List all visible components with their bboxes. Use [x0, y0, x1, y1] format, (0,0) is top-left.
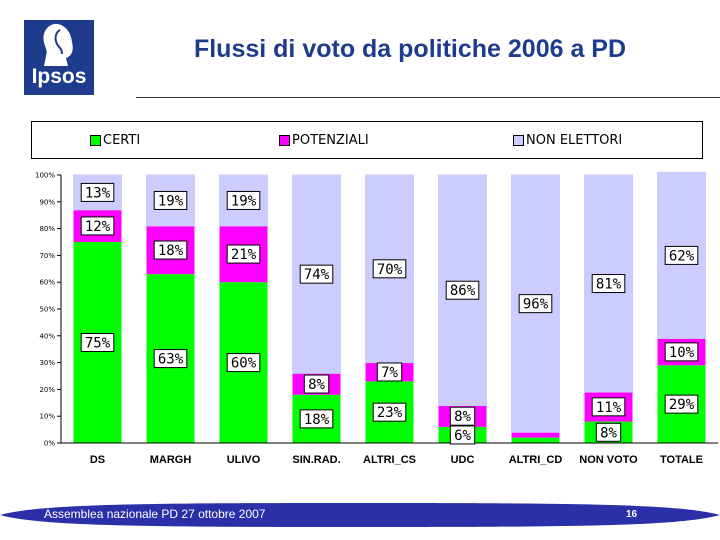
data-label-box	[80, 333, 115, 352]
data-label: 74%	[304, 267, 330, 283]
legend-item-potenziali: POTENZIALI	[279, 133, 369, 148]
legend-swatch-certi	[90, 135, 101, 146]
bar-potenziali	[511, 432, 560, 438]
x-tick-label: DS	[90, 454, 105, 466]
data-label: 62%	[669, 248, 695, 264]
data-label: 6%	[454, 428, 471, 444]
data-label: 81%	[596, 277, 622, 293]
data-label-box	[80, 182, 115, 202]
data-label: 18%	[158, 243, 184, 259]
data-label-box	[445, 280, 480, 300]
data-label-box	[226, 190, 261, 210]
legend-label-certi: CERTI	[103, 133, 141, 148]
ipsos-logo: Ipsos	[24, 20, 94, 95]
x-tick-label: SIN.RAD.	[292, 454, 340, 466]
x-tick-label: ULIVO	[227, 454, 261, 466]
data-label-box	[376, 362, 403, 382]
y-tick-label: 60%	[39, 279, 55, 287]
data-label: 8%	[308, 377, 325, 393]
data-label: 96%	[523, 297, 549, 313]
data-label-box	[595, 422, 622, 442]
data-label: 19%	[158, 193, 184, 209]
legend-swatch-potenziali	[279, 135, 290, 146]
footer-band	[0, 503, 720, 527]
data-label-box	[153, 349, 188, 369]
y-tick-label: 0%	[44, 440, 55, 448]
data-label-box	[591, 274, 626, 294]
data-label-box	[664, 342, 699, 362]
data-label-box	[372, 402, 407, 422]
data-label: 29%	[669, 397, 695, 413]
footer-text: Assemblea nazionale PD 27 ottobre 2007	[44, 507, 266, 521]
data-label: 19%	[231, 193, 257, 209]
y-tick-label: 10%	[39, 413, 55, 421]
title-divider	[136, 97, 720, 98]
y-tick-label: 30%	[39, 359, 55, 367]
data-label: 11%	[596, 400, 622, 416]
stacked-bar-chart: 0% 10% 20% 30% 40% 50% 60% 70% 80% 90% 100% DS MARGH…	[35, 172, 718, 466]
bar-certi	[511, 437, 560, 443]
legend-label-non-elettori: NON ELETTORI	[526, 133, 623, 148]
data-label-box	[153, 190, 188, 210]
y-tick-label: 40%	[39, 332, 55, 340]
y-tick-label: 100%	[35, 172, 55, 180]
y-tick-label: 20%	[39, 386, 55, 394]
page-title: Flussi di voto da politiche 2006 a PD	[193, 35, 627, 63]
page-number: 16	[626, 509, 638, 520]
y-tick-label: 70%	[39, 252, 55, 260]
x-tick-label: TOTALE	[660, 454, 703, 466]
data-label: 13%	[85, 185, 111, 201]
legend-item-certi: CERTI	[90, 133, 140, 148]
data-label: 86%	[450, 283, 476, 299]
x-tick-label: ALTRI_CS	[363, 454, 416, 466]
legend-item-non-elettori: NON ELETTORI	[513, 133, 622, 148]
data-label-box	[664, 394, 699, 414]
data-label-box	[372, 259, 407, 279]
x-tick-label: ALTRI_CD	[509, 454, 563, 466]
x-tick-label: UDC	[451, 454, 475, 466]
data-label: 70%	[377, 262, 403, 278]
data-label: 18%	[304, 412, 330, 428]
data-label-box	[518, 294, 553, 314]
data-label-box	[449, 406, 476, 426]
data-label: 63%	[158, 352, 184, 368]
data-label: 23%	[377, 405, 403, 421]
legend-swatch-non-elettori	[513, 135, 524, 146]
data-label: 12%	[85, 219, 111, 235]
data-label-box	[299, 409, 334, 429]
data-label-box	[449, 425, 476, 445]
y-tick-label: 80%	[39, 225, 55, 233]
data-label-box	[153, 240, 188, 260]
data-label-box	[303, 374, 330, 394]
y-tick-label: 90%	[39, 198, 55, 206]
data-label: 7%	[381, 365, 398, 381]
x-tick-label: MARGH	[150, 454, 192, 466]
logo-text: Ipsos	[31, 65, 87, 88]
data-label-box	[80, 216, 115, 236]
chart-legend: CERTI POTENZIALI NON ELETTORI	[31, 121, 703, 159]
y-tick-label: 50%	[39, 306, 55, 314]
data-label-box	[226, 353, 261, 373]
data-label: 8%	[454, 409, 471, 425]
data-label: 21%	[231, 247, 257, 263]
data-label-box	[299, 264, 334, 284]
data-label: 10%	[669, 345, 695, 361]
data-label-box	[226, 244, 261, 264]
data-label-box	[591, 397, 626, 417]
data-label: 8%	[600, 425, 617, 441]
legend-label-potenziali: POTENZIALI	[292, 133, 369, 148]
x-tick-label: NON VOTO	[579, 454, 638, 466]
data-label: 60%	[231, 356, 257, 372]
data-label-box	[664, 245, 699, 265]
data-label: 75%	[85, 336, 111, 352]
head-silhouette-icon	[43, 23, 73, 66]
